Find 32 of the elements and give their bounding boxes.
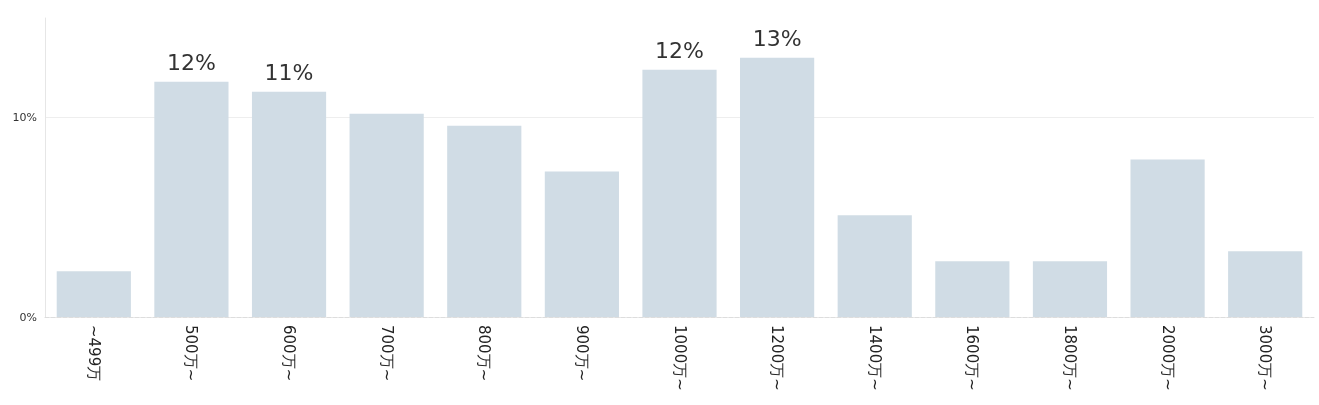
bar <box>447 125 522 317</box>
bar <box>349 113 424 317</box>
y-tick-label: 0% <box>19 310 37 324</box>
bar <box>935 261 1010 317</box>
x-tick-label: 500万~ <box>182 325 201 382</box>
x-tick-label: 1200万~ <box>768 325 787 391</box>
x-tick-label: 2000万~ <box>1158 325 1177 391</box>
bar <box>251 91 327 317</box>
bar <box>642 69 717 317</box>
x-tick-label: 900万~ <box>572 325 591 382</box>
x-tick-label: 1800万~ <box>1060 325 1079 391</box>
x-tick-label: ~499万 <box>84 325 103 382</box>
x-tick-label: 700万~ <box>377 325 396 382</box>
x-tick-label: 3000万~ <box>1256 325 1275 391</box>
bar <box>544 171 619 317</box>
bar <box>56 271 131 317</box>
x-tick-label: 1400万~ <box>865 325 884 391</box>
bar <box>1228 251 1303 317</box>
bar <box>837 215 912 317</box>
bar <box>740 57 815 317</box>
y-tick-label: 10% <box>12 111 37 125</box>
x-tick-label: 1000万~ <box>670 325 689 391</box>
data-label: 12% <box>655 38 704 64</box>
data-label: 13% <box>752 26 802 52</box>
x-tick-label: 800万~ <box>475 325 494 382</box>
data-label: 12% <box>166 50 216 76</box>
data-label: 11% <box>264 60 314 86</box>
x-tick-label: 1600万~ <box>963 325 982 391</box>
bar <box>1032 261 1108 317</box>
x-tick-label: 600万~ <box>280 325 299 382</box>
bar <box>154 81 229 317</box>
bar <box>1130 159 1205 317</box>
